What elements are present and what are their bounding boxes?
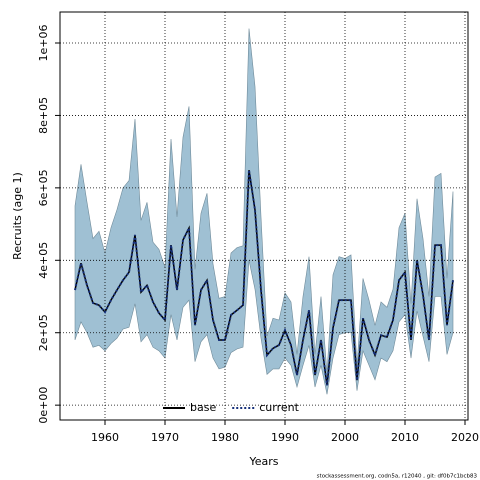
x-tick-label: 2020: [451, 431, 479, 444]
y-tick-label: 0e+00: [37, 387, 50, 424]
y-tick-label: 2e+05: [37, 314, 50, 351]
x-tick-label: 1960: [91, 431, 119, 444]
x-axis-label: Years: [248, 455, 278, 468]
x-tick-label: 1990: [271, 431, 299, 444]
y-tick-label: 4e+05: [37, 242, 50, 279]
legend-label: current: [259, 401, 299, 414]
series-line: [74, 169, 454, 386]
x-tick-label: 2000: [331, 431, 359, 444]
x-tick-label: 1980: [211, 431, 239, 444]
y-tick-label: 8e+05: [37, 97, 50, 134]
y-axis-label: Recruits (age 1): [11, 172, 24, 260]
plot-frame: [59, 11, 469, 421]
footnote: stockassessment.org, codn5a, r12040 , gi…: [317, 474, 478, 480]
y-tick-label: 1e+06: [37, 25, 50, 62]
x-tick-label: 1970: [151, 431, 179, 444]
y-tick-label: 6e+05: [37, 169, 50, 206]
legend-label: base: [190, 401, 216, 414]
x-tick-label: 2010: [391, 431, 419, 444]
confidence-band: [74, 28, 454, 395]
